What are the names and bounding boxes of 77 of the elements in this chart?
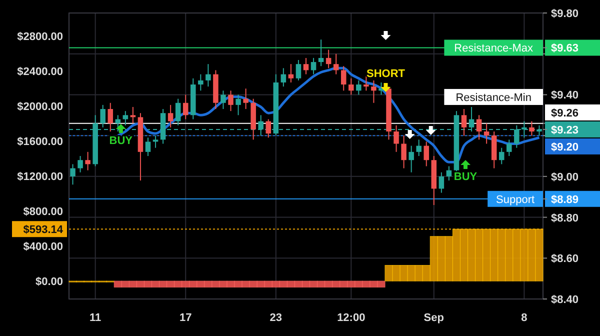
- y-tick-label: $1600.00: [17, 136, 63, 148]
- candlestick: [326, 49, 332, 69]
- x-tick-label: 17: [179, 312, 192, 324]
- candlestick: [152, 135, 158, 148]
- candlestick: [78, 156, 83, 173]
- candlestick: [408, 145, 414, 173]
- candlestick: [288, 64, 294, 83]
- text: $9.26: [551, 107, 579, 120]
- candlestick: [529, 120, 534, 136]
- y-tick-label: $2000.00: [17, 100, 63, 113]
- candlestick: [484, 122, 490, 144]
- y-tick-label: $0.00: [35, 276, 63, 288]
- y-tick-label: $400.00: [23, 241, 63, 254]
- candlestick: [296, 59, 302, 81]
- candlestick: [70, 164, 76, 186]
- candlestick: [476, 114, 482, 140]
- candlestick: [108, 102, 114, 132]
- y2-tick-label: $8.40: [551, 294, 579, 306]
- y2-tick-label: $9.23: [551, 124, 579, 136]
- candlestick: [266, 118, 272, 138]
- x-tick-label: 23: [270, 312, 282, 324]
- candlestick: [243, 88, 248, 110]
- y2-tick-label: $8.80: [551, 212, 579, 224]
- text: $9.20: [551, 141, 579, 154]
- candlestick: [424, 141, 430, 167]
- candlestick: [438, 172, 444, 194]
- candlestick: [394, 124, 399, 152]
- candlestick: [303, 57, 309, 75]
- candlestick: [348, 78, 354, 96]
- candlestick: [228, 90, 234, 112]
- candlestick: [280, 68, 286, 88]
- candlestick: [318, 39, 324, 67]
- y2-tick-label: $8.60: [551, 253, 579, 266]
- candlestick: [198, 74, 204, 92]
- candlestick: [506, 139, 512, 156]
- candlestick: [446, 166, 452, 182]
- y2-tick-label: $9.40: [551, 90, 579, 102]
- candlestick: [122, 110, 128, 126]
- candlestick: [206, 64, 211, 88]
- candlestick: [220, 90, 226, 110]
- candlestick: [310, 57, 316, 75]
- y2-tick-label: $9.00: [551, 171, 579, 184]
- candlestick: [130, 106, 136, 124]
- candlestick: [100, 104, 106, 128]
- ref-line-label: Resistance-Min: [456, 92, 532, 104]
- y2-tick-label: $9.80: [551, 8, 579, 20]
- y-tick-label: $1200.00: [17, 170, 63, 183]
- candlestick: [401, 135, 406, 169]
- candlestick: [85, 151, 90, 171]
- y-tick-label: $593.14: [23, 224, 64, 236]
- annotation: BUY: [109, 135, 134, 147]
- y-tick-label: $2800.00: [17, 30, 63, 43]
- candlestick: [461, 108, 467, 136]
- x-tick-label: 12:00: [337, 312, 366, 324]
- y2-tick-label: $9.63: [551, 42, 579, 55]
- candlestick: [364, 76, 369, 92]
- x-tick-label: Sep: [424, 312, 444, 324]
- ref-line-label: Support: [496, 194, 535, 206]
- candlestick: [175, 98, 181, 126]
- y-tick-label: $2400.00: [17, 66, 63, 78]
- candlestick: [168, 104, 174, 128]
- annotation: SHORT: [366, 68, 406, 80]
- candlestick: [416, 139, 422, 156]
- annotation: BUY: [454, 171, 478, 183]
- x-tick-label: 8: [521, 312, 528, 324]
- candlestick: [145, 137, 151, 156]
- candlestick: [236, 94, 241, 116]
- candlestick: [333, 53, 339, 75]
- ref-line-label: Resistance-Max: [454, 42, 534, 55]
- candlestick: [340, 66, 346, 92]
- candlestick: [356, 80, 362, 96]
- candlestick: [182, 94, 188, 120]
- y-tick-label: $800.00: [23, 206, 63, 218]
- y2-tick-label: $8.89: [551, 194, 579, 206]
- candlestick: [371, 80, 376, 104]
- x-tick-label: 11: [90, 312, 102, 324]
- candlestick: [498, 147, 504, 165]
